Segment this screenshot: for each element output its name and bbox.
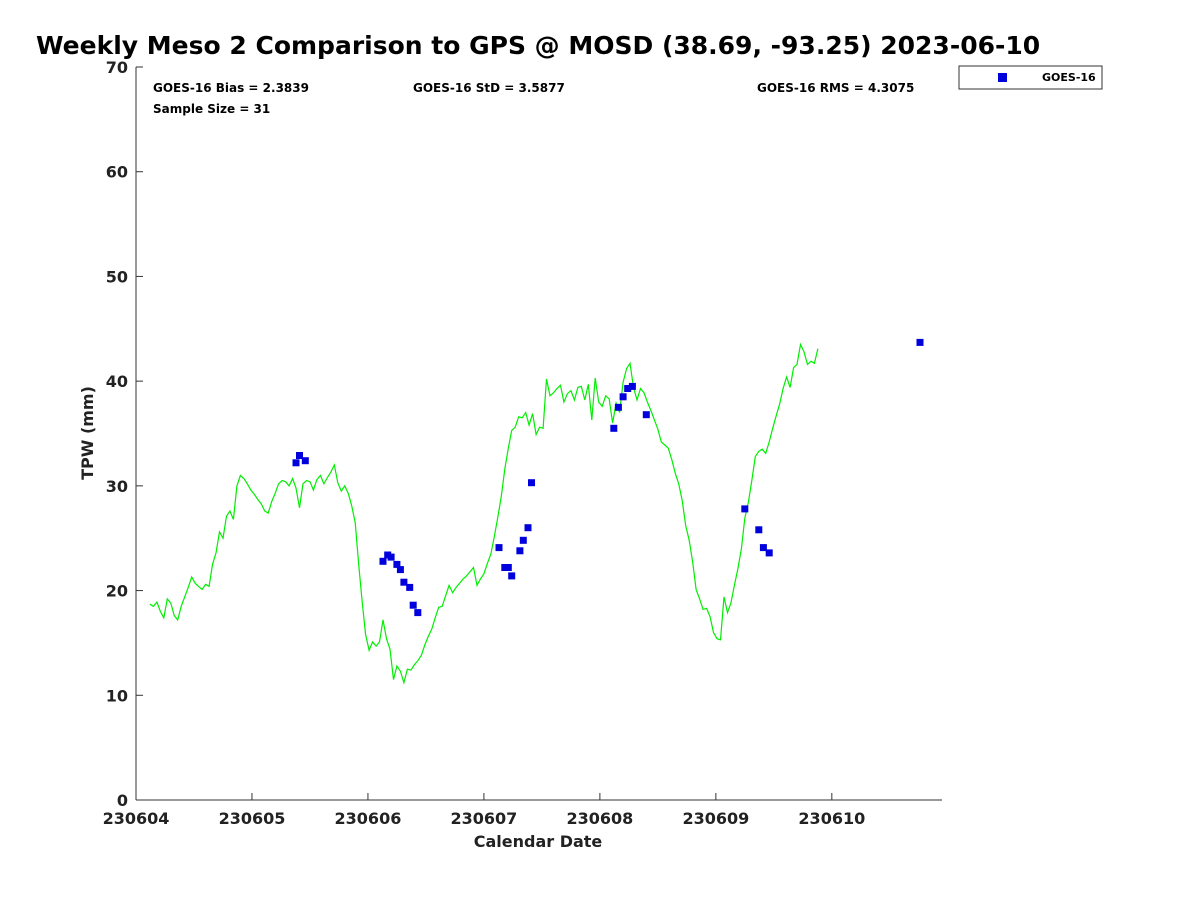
rms-stat: GOES-16 RMS = 4.3075 <box>757 81 914 95</box>
goes16-point <box>504 564 512 571</box>
goes16-point <box>614 403 622 411</box>
goes16-point <box>642 411 650 419</box>
goes16-point <box>516 547 524 555</box>
x-tick-label: 230606 <box>335 809 402 828</box>
goes16-point <box>409 601 417 609</box>
goes16-point <box>301 457 309 465</box>
x-tick-label: 230605 <box>219 809 286 828</box>
goes16-point <box>628 382 636 390</box>
goes16-point <box>396 566 404 574</box>
x-axis-label: Calendar Date <box>474 832 603 851</box>
std-stat: GOES-16 StD = 3.5877 <box>413 81 565 95</box>
goes16-point <box>379 557 387 565</box>
goes16-point <box>755 526 763 534</box>
x-ticks: 230604 230605 230606 230607 230608 230609 2306… <box>103 793 865 828</box>
legend-marker <box>998 73 1007 82</box>
goes16-point <box>741 505 749 513</box>
legend-label: GOES-16 <box>1042 71 1096 84</box>
goes16-point <box>406 583 414 591</box>
x-tick-label: 230609 <box>682 809 749 828</box>
axes <box>135 67 942 801</box>
goes16-point <box>508 572 516 580</box>
bias-stat: GOES-16 Bias = 2.3839 <box>153 81 309 95</box>
legend-box <box>958 65 1103 90</box>
goes16-point <box>400 578 408 586</box>
y-tick-label: 50 <box>106 267 128 286</box>
y-axis-label: TPW (mm) <box>78 386 97 480</box>
y-tick-label: 10 <box>106 686 128 705</box>
goes16-point <box>759 544 767 552</box>
x-tick-label: 230608 <box>566 809 633 828</box>
goes16-point <box>387 553 395 561</box>
goes16-point <box>519 536 527 544</box>
y-tick-label: 20 <box>106 582 128 601</box>
goes16-point <box>296 452 303 459</box>
y-tick-label: 30 <box>106 477 128 496</box>
goes16-point <box>414 609 422 617</box>
x-tick-label: 230604 <box>103 809 170 828</box>
x-tick-label: 230610 <box>798 809 865 828</box>
gps-tpw-line <box>149 342 819 685</box>
goes16-point <box>916 338 924 346</box>
x-tick-label: 230607 <box>451 809 518 828</box>
legend: GOES-16 <box>958 65 1103 90</box>
goes16-point <box>495 544 503 552</box>
sample-size-stat: Sample Size = 31 <box>153 102 270 116</box>
goes16-point <box>393 560 401 568</box>
y-ticks: 0 10 20 30 40 50 60 70 <box>106 58 143 810</box>
goes16-point <box>765 549 773 557</box>
goes16-point <box>610 424 618 432</box>
stats-annotations: GOES-16 Bias = 2.3839 GOES-16 StD = 3.58… <box>153 81 914 116</box>
goes16-point <box>524 524 532 532</box>
y-tick-label: 40 <box>106 372 128 391</box>
goes16-point <box>624 385 632 392</box>
gps-line-layer <box>149 342 819 685</box>
y-tick-label: 60 <box>106 163 128 182</box>
goes16-point <box>528 479 535 487</box>
goes16-points-layer <box>292 338 924 617</box>
y-tick-label: 0 <box>117 791 128 810</box>
y-tick-label: 70 <box>106 58 128 77</box>
chart-title: Weekly Meso 2 Comparison to GPS @ MOSD (… <box>36 31 1040 60</box>
goes16-point <box>292 459 300 467</box>
goes16-point <box>619 393 627 401</box>
